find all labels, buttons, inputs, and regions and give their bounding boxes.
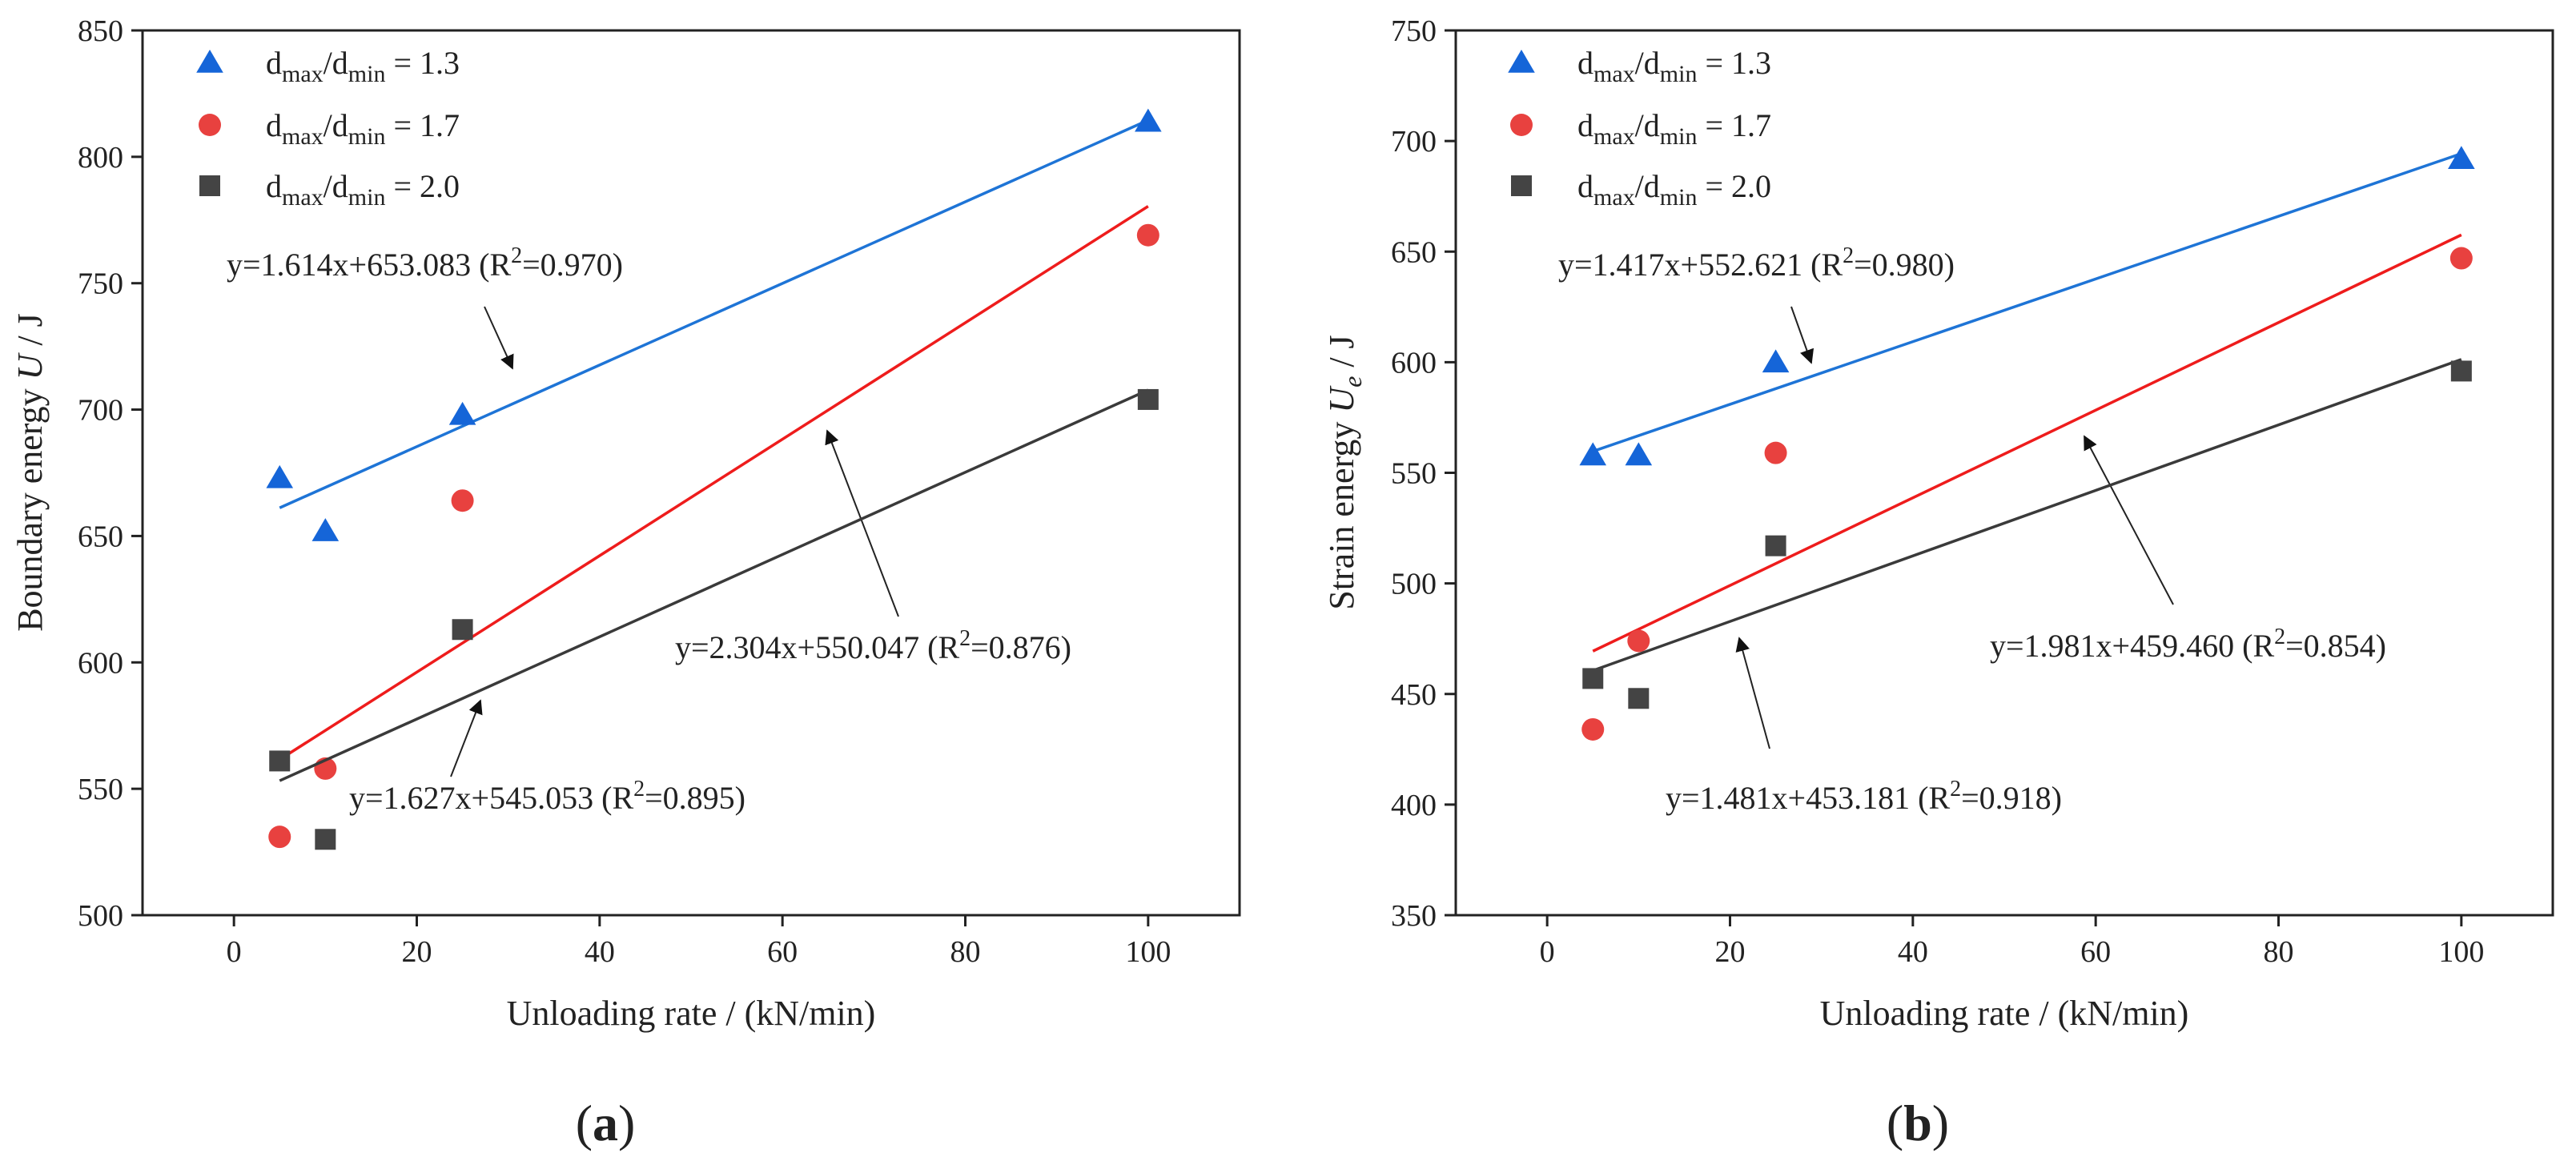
series-r13: dmax/dmin = 1.3 y=1.417x+552.621 (R2=0.98… [1508,45,2475,466]
series-r20: dmax/dmin = 2.0 y=1.627x+545.053 (R2=0.89… [199,168,1159,850]
equation-pointer-r20 [450,699,483,777]
legend-label-r17: dmax/dmin = 1.7 [1577,107,1771,150]
equation-pointer-r13 [484,306,514,370]
equation-label-r20: y=1.627x+545.053 (R2=0.895) [349,777,745,816]
x-tick-label: 60 [767,935,798,969]
legend-label-r20: dmax/dmin = 2.0 [266,168,460,211]
data-point-r17 [268,826,291,849]
data-point-r20 [269,750,291,772]
x-tick-label: 80 [950,935,981,969]
data-point-r20 [2450,360,2472,382]
x-tick-label: 0 [227,935,242,969]
x-tick-label: 60 [2080,935,2111,969]
data-point-r20 [452,619,473,641]
data-point-r13 [1762,349,1790,373]
data-point-r13 [448,401,476,425]
y-tick-label: 800 [78,141,123,175]
data-point-r13 [1135,108,1162,132]
y-tick-label: 850 [78,14,123,48]
data-point-r17 [1136,223,1159,247]
x-tick-label: 20 [402,935,432,969]
x-axis-title: Unloading rate / (kN/min) [507,994,876,1033]
legend-marker-r17 [199,114,221,136]
data-point-r13 [266,464,294,488]
fit-line-r13 [279,119,1149,509]
fit-line-r13 [1592,152,2462,453]
x-tick-label: 20 [1715,935,1746,969]
y-tick-label: 750 [78,267,123,301]
y-axis-title: Boundary energy U / J [10,313,50,632]
equation-label-r17: y=2.304x+550.047 (R2=0.876) [675,626,1071,665]
y-tick-label: 500 [1391,568,1437,601]
equation-label-r13: y=1.614x+653.083 (R2=0.970) [227,243,623,283]
legend-marker-r17 [1510,114,1533,136]
y-tick-label: 600 [78,646,123,680]
legend-label-r20: dmax/dmin = 2.0 [1577,168,1771,211]
fit-line-r17 [1592,233,2462,653]
data-point-r17 [1764,441,1787,464]
legend-marker-r20 [1511,175,1532,196]
x-tick-label: 80 [2264,935,2294,969]
fit-line-r17 [279,205,1149,761]
x-tick-label: 40 [1898,935,1928,969]
data-point-r13 [2448,146,2475,170]
x-axis-title: Unloading rate / (kN/min) [1820,994,2189,1033]
fit-line-r20 [279,388,1149,782]
y-tick-label: 750 [1391,14,1437,48]
panel-label: (a) [576,1095,636,1151]
legend-marker-r20 [199,175,220,196]
panel-label: (b) [1887,1095,1949,1151]
series-r17: dmax/dmin = 1.7 y=1.981x+459.460 (R2=0.85… [1510,107,2473,741]
legend-label-r17: dmax/dmin = 1.7 [266,107,460,150]
y-tick-label: 650 [78,520,123,553]
data-point-r13 [311,518,340,541]
y-tick-label: 400 [1391,789,1437,822]
y-tick-label: 650 [1391,235,1437,269]
data-point-r20 [1628,688,1650,709]
data-point-r13 [1625,442,1653,466]
equation-label-r20: y=1.481x+453.181 (R2=0.918) [1666,777,2062,816]
y-tick-label: 550 [78,773,123,806]
y-tick-label: 450 [1391,678,1437,712]
data-point-r17 [1627,629,1650,653]
data-point-r20 [1765,535,1786,556]
data-point-r17 [451,489,474,512]
legend-label-r13: dmax/dmin = 1.3 [266,45,460,87]
x-tick-label: 40 [585,935,615,969]
y-tick-label: 700 [1391,125,1437,159]
y-tick-label: 350 [1391,899,1437,933]
x-tick-label: 100 [1125,935,1171,969]
y-tick-label: 700 [78,394,123,428]
y-tick-label: 600 [1391,346,1437,380]
y-tick-label: 550 [1391,457,1437,491]
equation-pointer-r13 [1790,306,1814,364]
x-tick-label: 0 [1540,935,1555,969]
y-tick-label: 500 [78,899,123,933]
equation-pointer-r17 [825,429,899,617]
equation-pointer-r17 [2084,435,2174,605]
series-r13: dmax/dmin = 1.3 y=1.614x+653.083 (R2=0.97… [196,45,1162,541]
plot-frame [141,29,1241,917]
data-point-r20 [315,829,336,850]
series-r17: dmax/dmin = 1.7 y=2.304x+550.047 (R2=0.87… [199,107,1159,849]
legend-label-r13: dmax/dmin = 1.3 [1577,45,1771,87]
data-point-r17 [1581,717,1605,741]
data-point-r17 [2449,247,2473,270]
fit-line-r20 [1592,358,2462,673]
series-r20: dmax/dmin = 2.0 y=1.481x+453.181 (R2=0.91… [1511,168,2472,816]
data-point-r13 [1579,442,1607,466]
data-point-r20 [1582,668,1604,689]
data-point-r20 [1137,388,1159,410]
legend-marker-r13 [1508,50,1535,73]
chart-panel-a: 0 20 40 60 80 100 500 550 600 650 700 750 800 850 Unlo… [10,14,1241,1151]
legend-marker-r13 [196,50,223,73]
y-axis-title: Strain energy Ue / J [1322,335,1367,609]
equation-label-r13: y=1.417x+552.621 (R2=0.980) [1558,243,1955,283]
chart-panel-b: 0 20 40 60 80 100 350 400 450 500 550 600 650 700 750 U… [1322,14,2554,1151]
x-tick-label: 100 [2438,935,2484,969]
equation-label-r17: y=1.981x+459.460 (R2=0.854) [1990,625,2386,664]
equation-pointer-r20 [1735,637,1770,749]
